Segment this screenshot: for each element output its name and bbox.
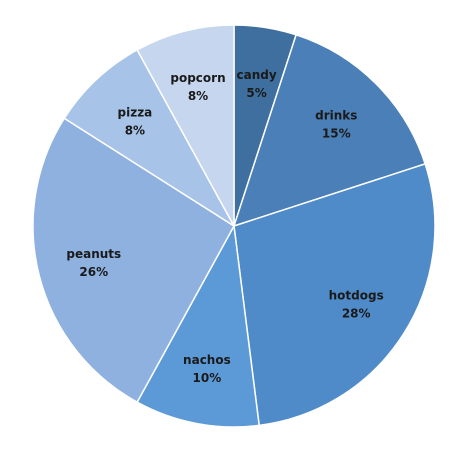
slice-label-nachos: nachos (183, 353, 231, 367)
slice-value-nachos: 10% (193, 371, 222, 385)
pie-slice-popcorn (136, 24, 235, 227)
labels-layer: candy 5% drinks 15% hotdogs 28% nachos 10% peanu… (66, 68, 383, 385)
slice-label-peanuts: peanuts (66, 247, 121, 261)
slice-label-hotdogs: hotdogs (329, 289, 384, 303)
slice-label-candy: candy (237, 68, 277, 82)
pie-slice-nachos (136, 223, 261, 428)
slice-value-hotdogs: 28% (342, 307, 371, 321)
pie-slice-pizza (63, 48, 235, 227)
pie-slice-drinks (232, 33, 427, 228)
slice-label-drinks: drinks (315, 109, 357, 123)
slice-value-drinks: 15% (322, 127, 351, 141)
slice-label-pizza: pizza (118, 106, 153, 120)
slice-value-pizza: 8% (125, 124, 145, 138)
slice-value-peanuts: 26% (79, 265, 108, 279)
slice-value-candy: 5% (246, 86, 266, 100)
slice-label-popcorn: popcorn (170, 71, 225, 85)
pie-slice-hotdogs (233, 162, 436, 427)
slice-value-popcorn: 8% (188, 89, 208, 103)
slices-layer (32, 24, 436, 428)
pie-slice-peanuts (32, 117, 235, 404)
